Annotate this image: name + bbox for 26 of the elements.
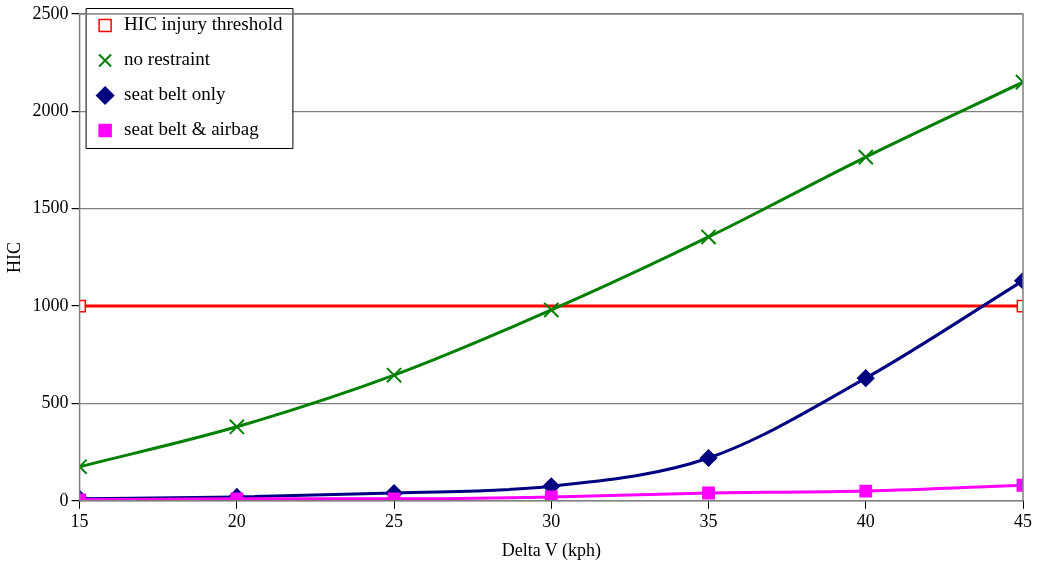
point: [700, 228, 717, 246]
y-tick-label: 1500: [32, 197, 69, 218]
x-tick-label: 20: [227, 511, 246, 532]
x-tick-label: 35: [699, 511, 718, 532]
x-tick-label: 25: [385, 511, 404, 532]
x-tick-label: 45: [1014, 511, 1032, 532]
legend-label: seat belt only: [124, 83, 226, 105]
point: [702, 486, 715, 500]
x-tick-label: 30: [542, 511, 561, 532]
y-tick-label: 1000: [32, 294, 69, 315]
point: [543, 301, 560, 319]
y-tick-label: 2000: [32, 100, 69, 121]
y-tick-label: 0: [59, 489, 69, 510]
x-tick-label: 40: [856, 511, 875, 532]
point: [544, 490, 558, 501]
x-tick-label: 15: [70, 511, 89, 532]
x-axis-title: Delta V (kph): [501, 539, 601, 561]
point: [386, 367, 403, 384]
point: [699, 449, 718, 467]
legend-label: seat belt & airbag: [124, 118, 260, 140]
y-axis-title: HIC: [3, 241, 24, 273]
legend-label: no restraint: [124, 48, 211, 70]
legend-label: HIC injury threshold: [124, 13, 283, 35]
y-tick-label: 2500: [32, 2, 69, 23]
point: [857, 149, 874, 166]
y-tick-label: 500: [41, 392, 69, 413]
